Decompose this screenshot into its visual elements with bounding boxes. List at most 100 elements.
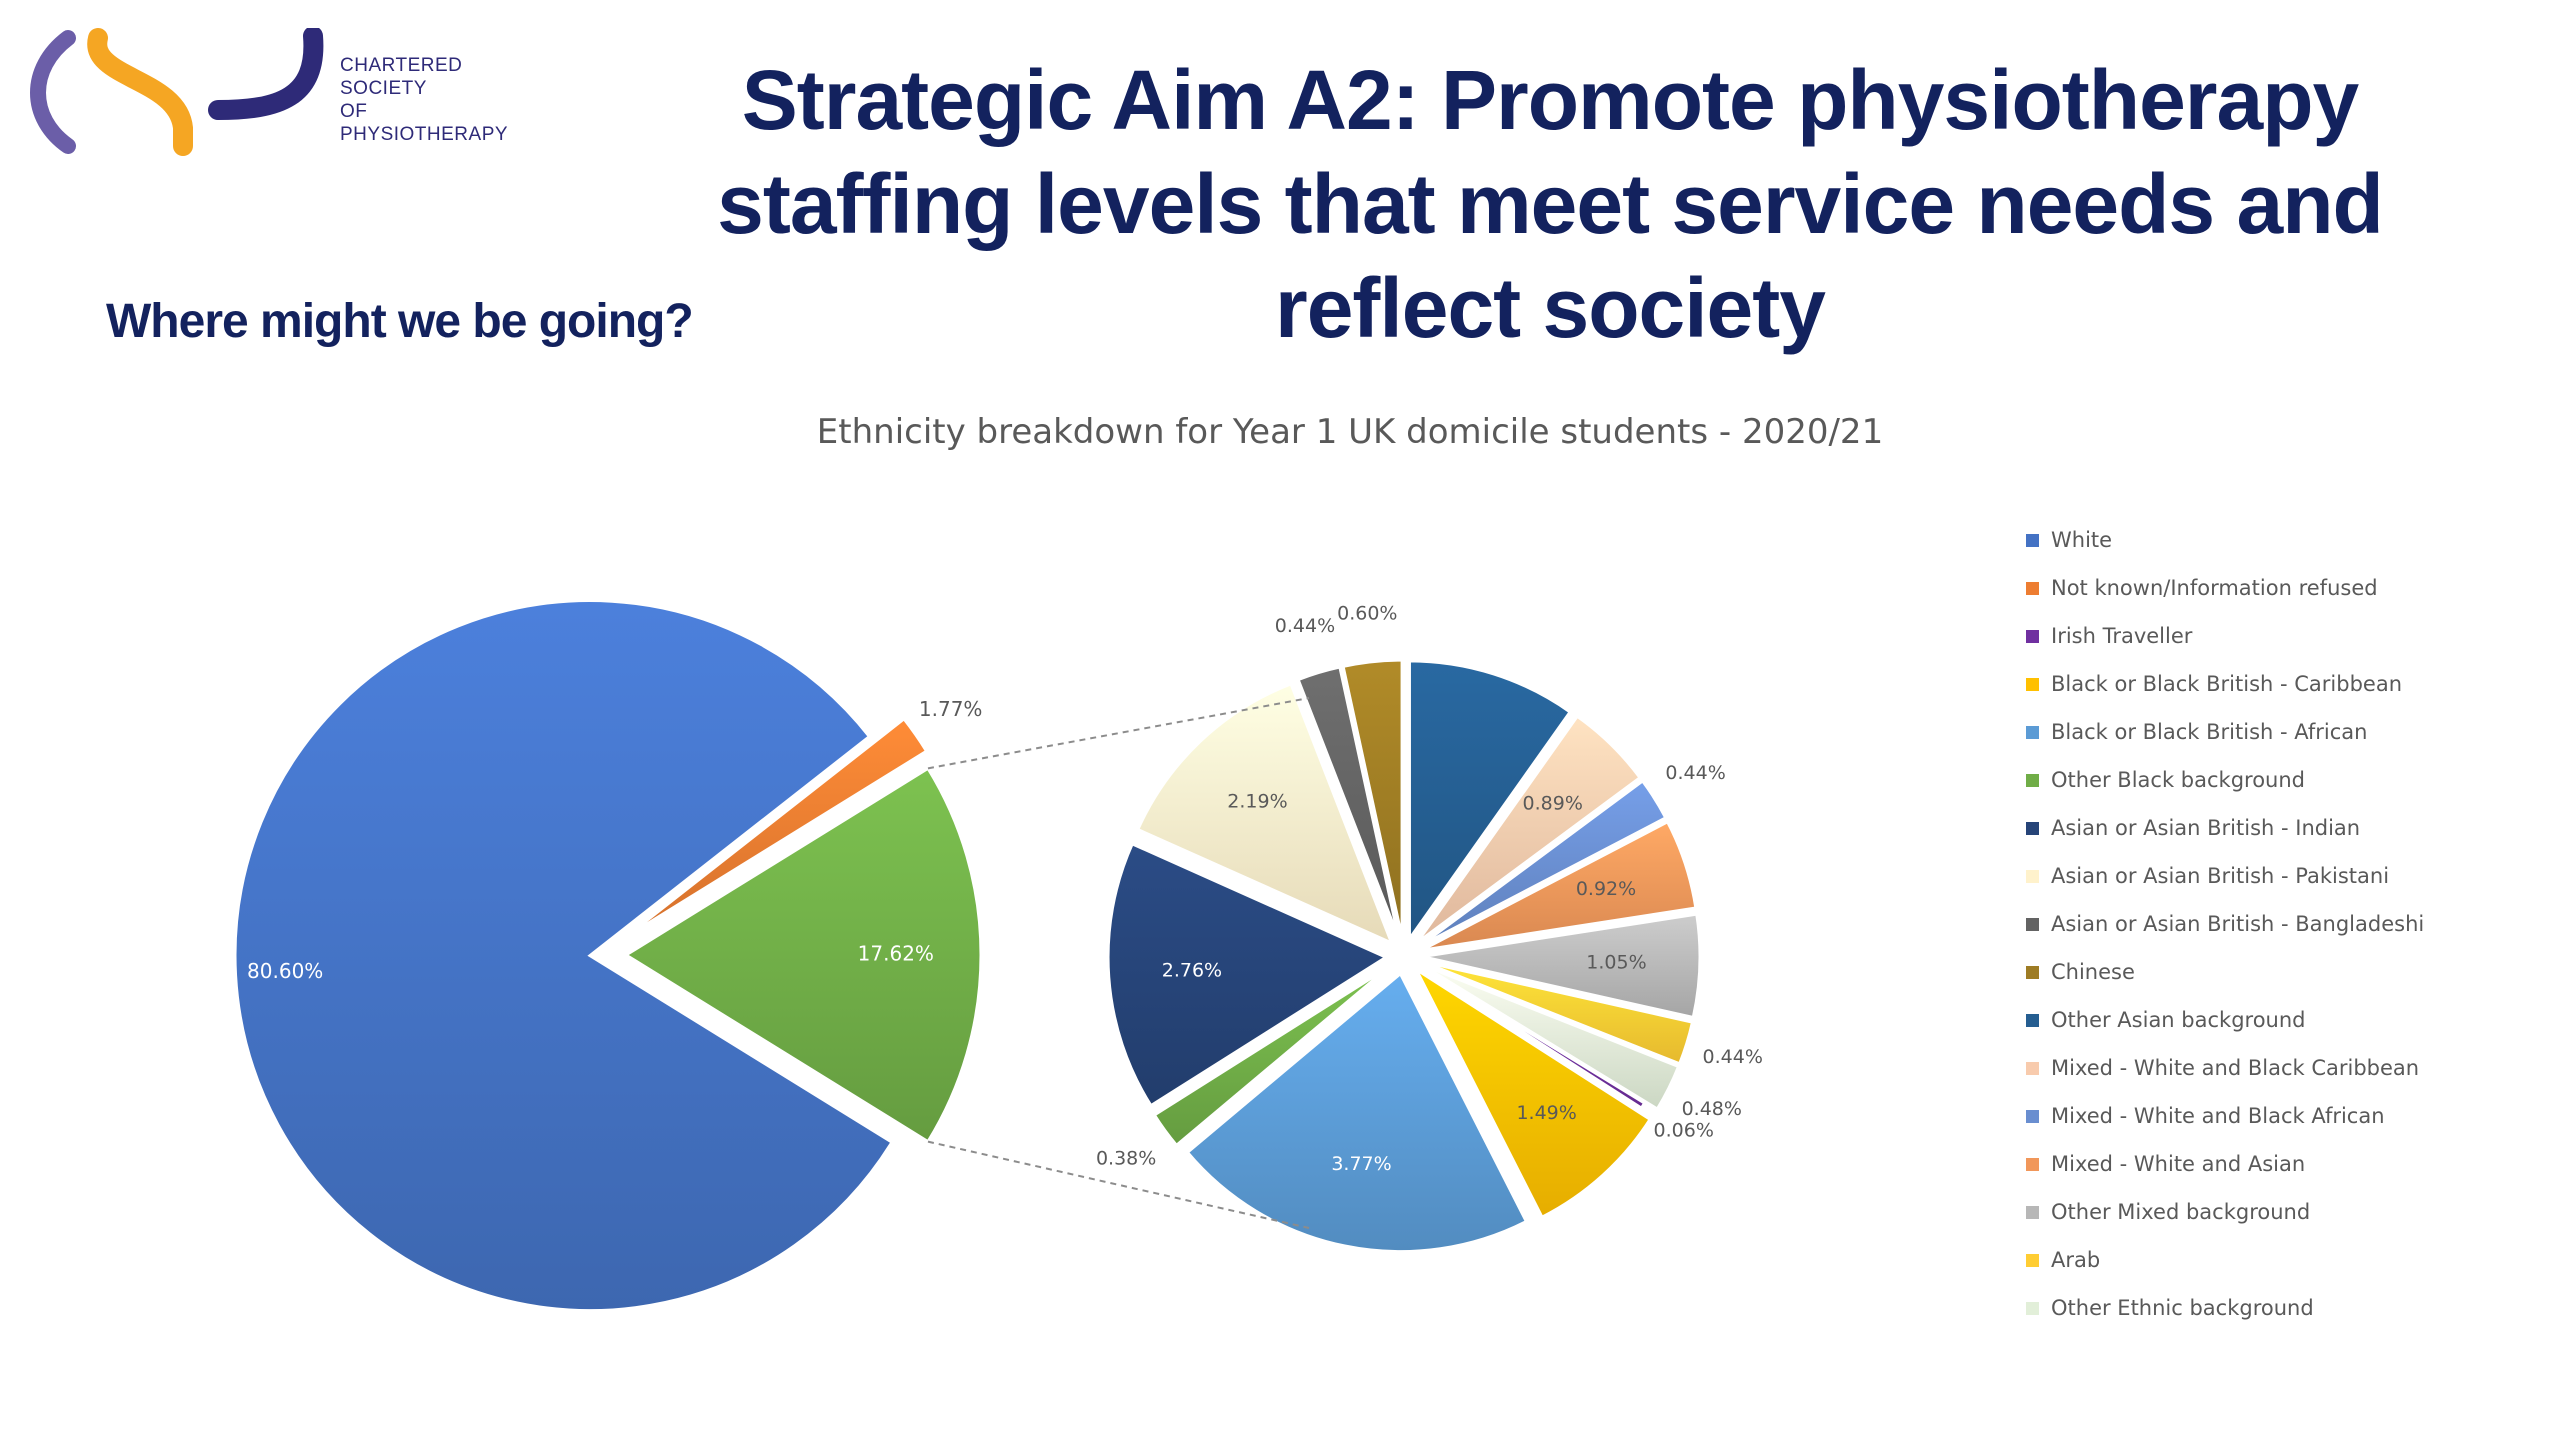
legend-label: Asian or Asian British - Pakistani [2051, 864, 2390, 888]
legend-item: White [2026, 516, 2424, 564]
legend-swatch [2026, 821, 2039, 835]
legend-item: Mixed - White and Black African [2026, 1092, 2424, 1140]
legend-swatch [2026, 629, 2039, 643]
secondary-pie-data-label: 1.49% [1516, 1102, 1576, 1124]
legend-label: Arab [2051, 1248, 2101, 1272]
logo-wordmark: CHARTERED SOCIETY OF PHYSIOTHERAPY [340, 54, 508, 146]
secondary-pie-slice-arab [1420, 959, 1695, 1066]
secondary-pie-data-label: 0.38% [1096, 1147, 1156, 1169]
secondary-pie-data-label: 0.44% [1275, 615, 1335, 637]
secondary-pie-slice-other-mixed-background [1421, 912, 1702, 1020]
legend-swatch [2026, 1301, 2039, 1315]
slide-title-line: staffing levels that meet service needs … [717, 157, 2384, 251]
legend-label: Asian or Asian British - Indian [2051, 816, 2361, 840]
legend-swatch [2026, 1157, 2039, 1171]
legend-label: Other Asian background [2051, 1008, 2306, 1032]
legend-swatch [2026, 677, 2039, 691]
slide-title-line: reflect society [1275, 261, 1826, 355]
legend-item: Asian or Asian British - Pakistani [2026, 852, 2424, 900]
secondary-pie-slice-asian-or-asian-british-pakistani [1135, 681, 1395, 946]
secondary-pie-data-label: 0.44% [1665, 762, 1725, 784]
legend-label: White [2051, 528, 2113, 552]
secondary-pie-data-label: 0.48% [1682, 1098, 1742, 1120]
legend-item: Other Mixed background [2026, 1188, 2424, 1236]
secondary-pie-data-label: 0.60% [1337, 602, 1397, 624]
legend-item: Mixed - White and Asian [2026, 1140, 2424, 1188]
secondary-pie-slice-black-or-black-british-african [1185, 971, 1529, 1254]
legend-label: Black or Black British - African [2051, 720, 2368, 744]
legend-swatch [2026, 581, 2039, 595]
pie-of-pie-chart: 80.60% 1.77% 17.62% 0.89% 0.44% 0.92% 1.05% 0.4… [233, 599, 1763, 1313]
logo-line: CHARTERED [340, 55, 463, 76]
legend-label: Irish Traveller [2051, 624, 2193, 648]
secondary-pie-data-label: 2.19% [1227, 790, 1287, 812]
legend-item: Arab [2026, 1236, 2424, 1284]
legend-swatch [2026, 1061, 2039, 1075]
secondary-pie-slice-other-black-background [1152, 965, 1391, 1148]
legend-label: Not known/Information refused [2051, 576, 2378, 600]
secondary-pie-slice-asian-or-asian-british-bangladeshi [1296, 665, 1401, 940]
legend-label: Mixed - White and Black African [2051, 1104, 2385, 1128]
csp-logo-mark [30, 26, 324, 156]
legend-swatch [2026, 773, 2039, 787]
csp-logo: CHARTERED SOCIETY OF PHYSIOTHERAPY [28, 26, 508, 158]
legend-item: Irish Traveller [2026, 612, 2424, 660]
legend-item: Chinese [2026, 948, 2424, 996]
main-pie-slice-not-known-information-refused [623, 716, 929, 940]
main-pie-data-label: 1.77% [919, 697, 983, 721]
legend-label: Chinese [2051, 960, 2135, 984]
secondary-pie-data-label: 3.77% [1331, 1153, 1391, 1175]
logo-line: PHYSIOTHERAPY [340, 124, 509, 145]
secondary-pie-slice-mixed-white-and-asian [1420, 819, 1698, 952]
legend-label: Other Black background [2051, 768, 2305, 792]
legend-label: Black or Black British - Caribbean [2051, 672, 2403, 696]
secondary-pie-data-label: 1.05% [1586, 952, 1646, 974]
legend-swatch [2026, 869, 2039, 883]
secondary-pie-slice-chinese [1341, 658, 1404, 939]
legend-swatch [2026, 1109, 2039, 1123]
chart-legend: White Not known/Information refused Irish … [2026, 516, 2424, 1332]
legend-swatch [2026, 725, 2039, 739]
secondary-pie-data-label: 2.76% [1162, 960, 1222, 982]
logo-line: OF [340, 101, 368, 122]
secondary-pie-slice-mixed-white-and-black-african [1418, 778, 1668, 948]
secondary-pie-slice-asian-or-asian-british-indian [1106, 841, 1390, 1108]
legend-item: Black or Black British - African [2026, 708, 2424, 756]
secondary-pie-data-label: 0.44% [1703, 1046, 1763, 1068]
legend-swatch [2026, 533, 2039, 547]
legend-label: Mixed - White and Black Caribbean [2051, 1056, 2420, 1080]
legend-item: Mixed - White and Black Caribbean [2026, 1044, 2424, 1092]
legend-swatch [2026, 1013, 2039, 1027]
secondary-pie-slice-other-ethnic-background [1419, 962, 1681, 1112]
legend-item: Black or Black British - Caribbean [2026, 660, 2424, 708]
legend-label: Other Mixed background [2051, 1200, 2311, 1224]
main-pie-data-label: 80.60% [247, 959, 323, 983]
secondary-pie-data-label: 0.89% [1523, 793, 1583, 815]
slide-subtitle: Where might we be going? [106, 295, 694, 348]
legend-label: Other Ethnic background [2051, 1296, 2314, 1320]
legend-item: Other Ethnic background [2026, 1284, 2424, 1332]
legend-label: Mixed - White and Asian [2051, 1152, 2306, 1176]
legend-swatch [2026, 917, 2039, 931]
secondary-pie-data-label: 0.92% [1576, 878, 1636, 900]
legend-item: Asian or Asian British - Bangladeshi [2026, 900, 2424, 948]
logo-line: SOCIETY [340, 78, 427, 99]
slide-title: Strategic Aim A2: Promote physiotherapy … [650, 48, 2450, 360]
legend-item: Other Black background [2026, 756, 2424, 804]
main-pie-data-label: 17.62% [858, 942, 934, 966]
slide-title-line: Strategic Aim A2: Promote physiotherapy [741, 53, 2359, 147]
pie-connector-line [927, 697, 1310, 770]
legend-swatch [2026, 1205, 2039, 1219]
legend-swatch [2026, 965, 2039, 979]
main-pie-slice-white [233, 599, 895, 1313]
secondary-pie-slice-mixed-white-and-black-caribbean [1415, 714, 1643, 945]
secondary-pie-slice-irish-traveller [1406, 956, 1647, 1111]
main-pie-slice-other [623, 766, 983, 1144]
legend-item: Other Asian background [2026, 996, 2424, 1044]
chart-title: Ethnicity breakdown for Year 1 UK domici… [816, 412, 1884, 452]
legend-item: Asian or Asian British - Indian [2026, 804, 2424, 852]
secondary-pie-slice-black-or-black-british-caribbean [1412, 965, 1653, 1220]
legend-label: Asian or Asian British - Bangladeshi [2051, 912, 2425, 936]
secondary-pie-slice-other-asian-background [1407, 659, 1573, 944]
legend-swatch [2026, 1253, 2039, 1267]
